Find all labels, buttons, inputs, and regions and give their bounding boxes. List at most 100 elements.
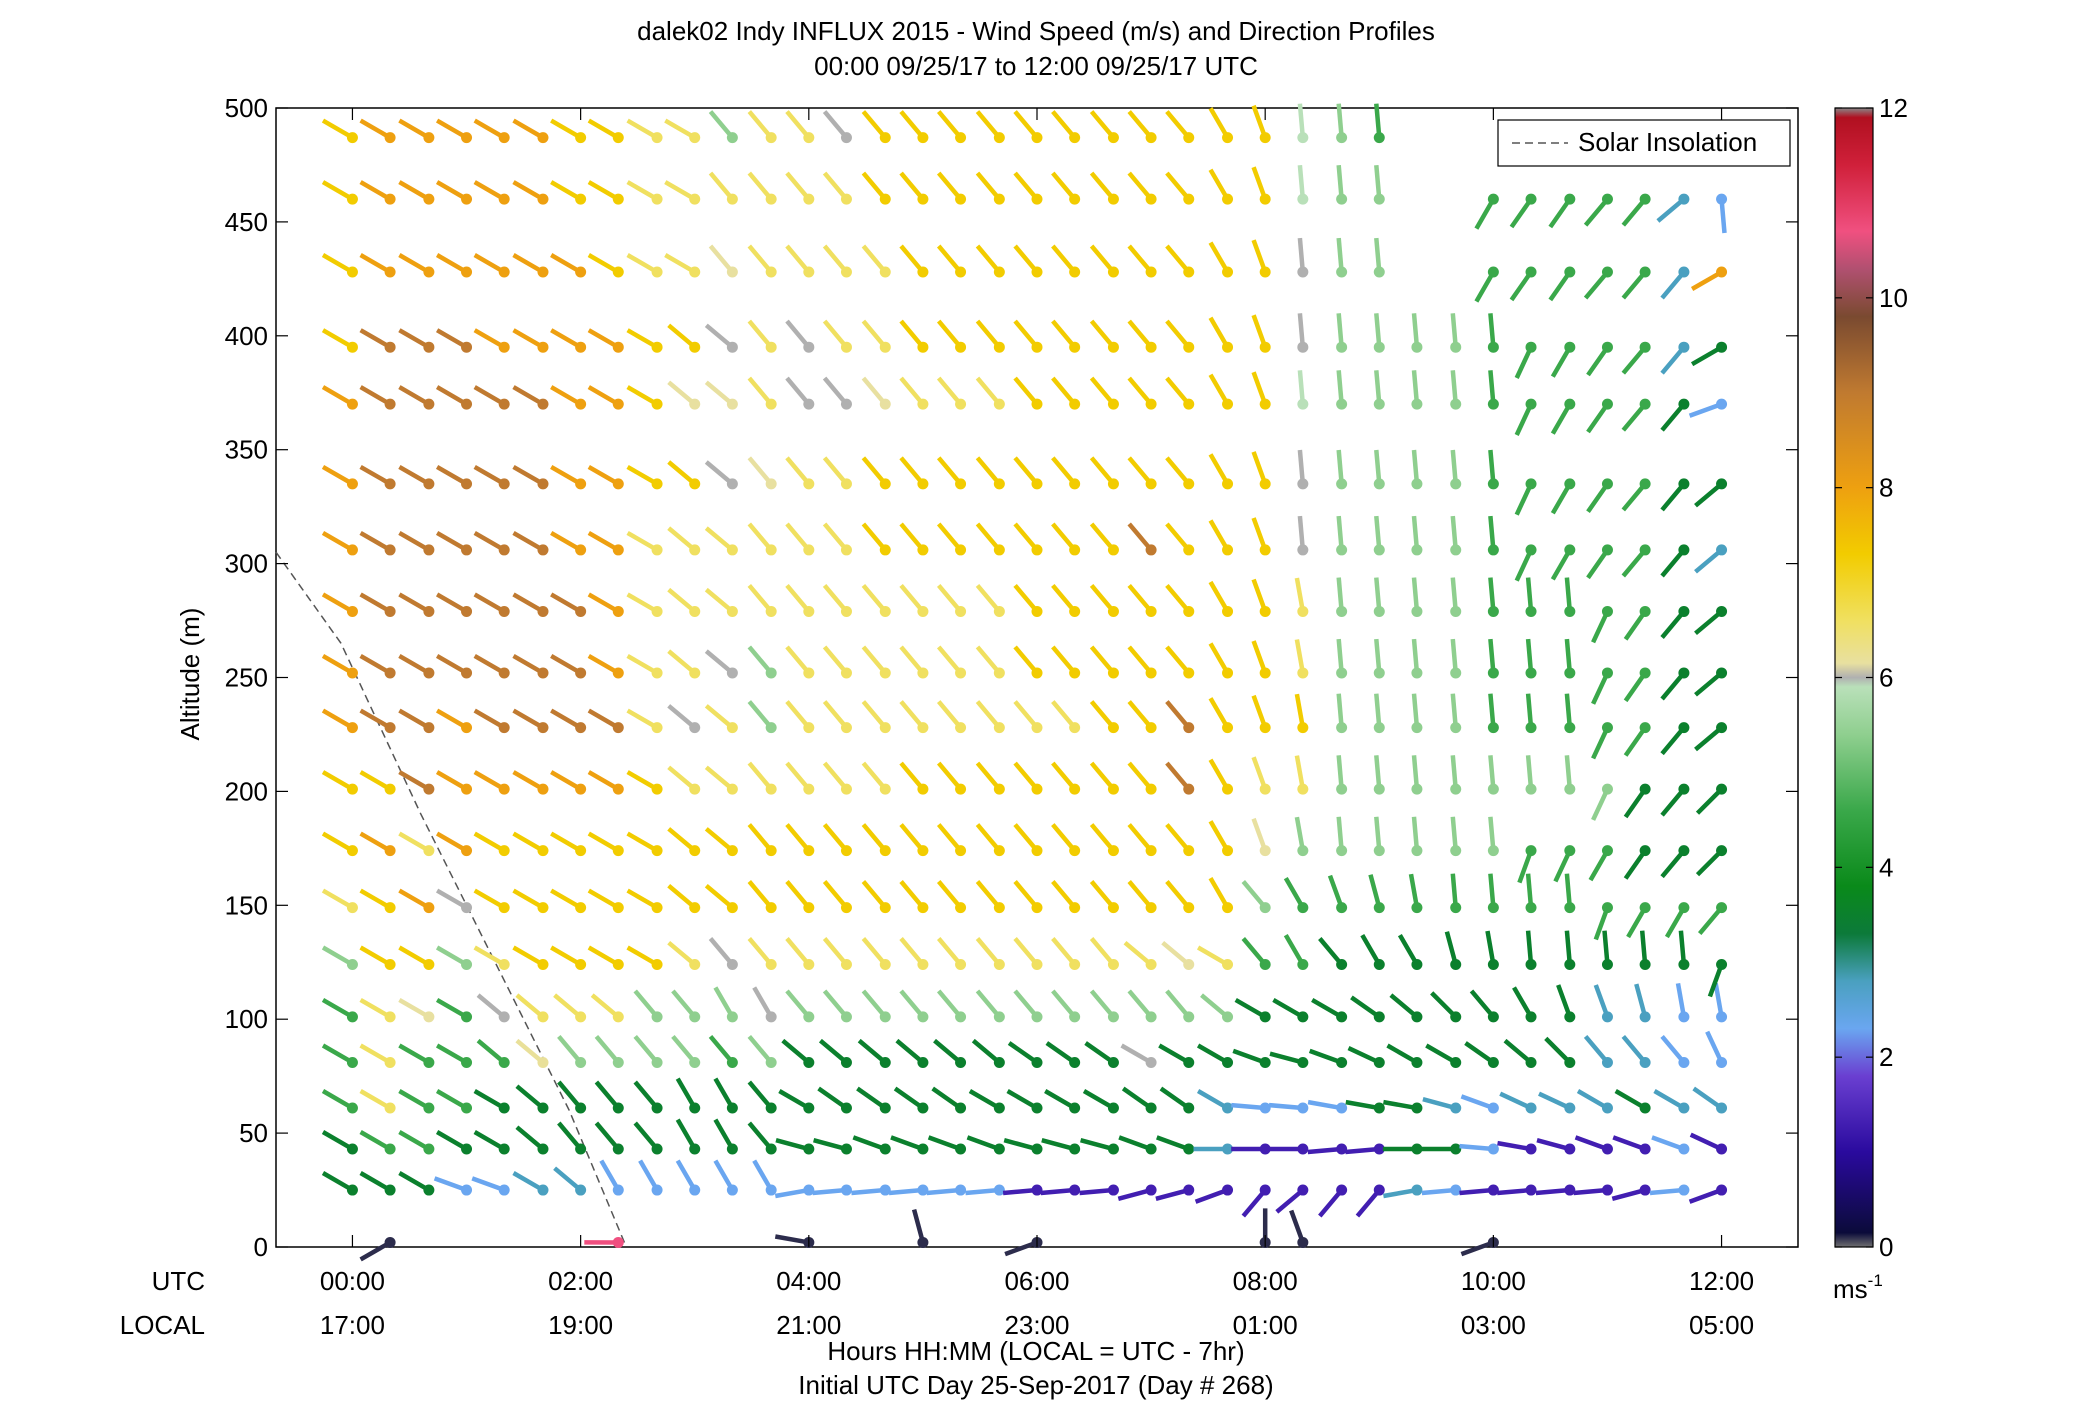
wind-barb-shaft bbox=[594, 1034, 621, 1064]
wind-barb-dot bbox=[1259, 1143, 1271, 1155]
wind-barb-dot bbox=[346, 845, 358, 857]
wind-barb-shaft bbox=[1694, 548, 1724, 574]
wind-barb-dot bbox=[1336, 1011, 1348, 1023]
wind-barb-dot bbox=[461, 1056, 473, 1068]
wind-barb-shaft bbox=[398, 385, 431, 407]
wind-barb bbox=[1487, 693, 1499, 734]
wind-barb bbox=[1550, 398, 1576, 435]
wind-barb bbox=[1411, 755, 1423, 795]
wind-barb-dot bbox=[917, 845, 929, 857]
wind-barb bbox=[1251, 166, 1271, 205]
wind-barb bbox=[1251, 756, 1271, 795]
wind-barb bbox=[1649, 1184, 1690, 1196]
wind-barb-dot bbox=[537, 266, 549, 278]
colorbar-tick-label: 2 bbox=[1879, 1042, 1893, 1072]
wind-barb-shaft bbox=[1564, 577, 1573, 612]
wind-barb-shaft bbox=[321, 592, 354, 614]
wind-barb bbox=[1411, 449, 1423, 490]
wind-barb bbox=[1200, 993, 1234, 1023]
wind-barb bbox=[785, 522, 815, 556]
wind-barb-dot bbox=[651, 266, 663, 278]
wind-barb-dot bbox=[612, 783, 624, 795]
wind-barb-dot bbox=[689, 544, 701, 556]
wind-barb bbox=[1497, 1140, 1537, 1155]
wind-barb-dot bbox=[537, 398, 549, 410]
wind-barb-dot bbox=[612, 266, 624, 278]
wind-barb-shaft bbox=[975, 989, 1002, 1019]
wind-barb-shaft bbox=[1013, 700, 1039, 730]
wind-barb-dot bbox=[1564, 783, 1576, 795]
wind-barb-shaft bbox=[1664, 906, 1686, 939]
wind-barb-shaft bbox=[321, 708, 354, 730]
wind-barb bbox=[1422, 1097, 1462, 1114]
wind-barb-dot bbox=[384, 783, 396, 795]
wind-barb-shaft bbox=[590, 993, 620, 1019]
wind-barb-dot bbox=[917, 544, 929, 556]
wind-barb-shaft bbox=[1208, 373, 1230, 406]
wind-barb bbox=[1411, 515, 1423, 556]
wind-barb-shaft bbox=[822, 937, 849, 966]
wind-barb-shaft bbox=[1080, 1138, 1115, 1152]
wind-barb-dot bbox=[498, 1102, 510, 1114]
wind-barb-shaft bbox=[1450, 816, 1458, 851]
wind-barb bbox=[1272, 997, 1309, 1023]
wind-barb bbox=[515, 1038, 549, 1068]
wind-barb-dot bbox=[917, 478, 929, 490]
wind-barb bbox=[1695, 845, 1728, 877]
wind-barb-dot bbox=[612, 478, 624, 490]
wind-barb bbox=[1411, 638, 1423, 679]
wind-barb bbox=[1411, 693, 1423, 734]
y-tick-label: 350 bbox=[225, 435, 268, 465]
wind-barb-shaft bbox=[747, 376, 773, 406]
wind-barb-shaft bbox=[359, 831, 392, 853]
wind-barb-shaft bbox=[968, 1089, 1001, 1110]
wind-barb bbox=[473, 530, 510, 556]
wind-barb-dot bbox=[955, 902, 967, 914]
x-tick-label-utc: 06:00 bbox=[1004, 1266, 1069, 1296]
wind-barb-shaft bbox=[1127, 110, 1153, 140]
wind-barb bbox=[822, 700, 852, 734]
wind-barb-shaft bbox=[667, 883, 697, 910]
wind-barb bbox=[822, 989, 852, 1023]
wind-barb-dot bbox=[1222, 544, 1234, 556]
wind-barb bbox=[594, 1034, 624, 1068]
wind-barb-dot bbox=[423, 266, 435, 278]
wind-barb bbox=[321, 328, 358, 353]
wind-barb bbox=[590, 993, 624, 1023]
wind-barb-dot bbox=[1564, 1102, 1576, 1114]
wind-barb-dot bbox=[1107, 341, 1119, 353]
wind-barb-dot bbox=[917, 193, 929, 205]
wind-barb-dot bbox=[1183, 398, 1195, 410]
wind-barb-shaft bbox=[633, 1034, 659, 1064]
wind-barb-dot bbox=[423, 1056, 435, 1068]
wind-barb-shaft bbox=[1695, 849, 1724, 877]
wind-barb bbox=[626, 180, 663, 205]
wind-barb bbox=[747, 244, 777, 278]
wind-barb bbox=[587, 530, 624, 556]
wind-barb-dot bbox=[955, 193, 967, 205]
wind-barb-shaft bbox=[1626, 906, 1648, 939]
wind-barb-shaft bbox=[1488, 515, 1496, 551]
wind-barb-dot bbox=[575, 544, 587, 556]
wind-barb-dot bbox=[1145, 132, 1157, 144]
wind-barb-dot bbox=[423, 1102, 435, 1114]
wind-barb-shaft bbox=[785, 761, 811, 791]
wind-barb bbox=[1318, 1184, 1348, 1218]
wind-barb bbox=[512, 385, 549, 410]
wind-barb-dot bbox=[537, 783, 549, 795]
wind-barb bbox=[888, 1184, 929, 1196]
wind-barb-dot bbox=[1601, 605, 1613, 617]
wind-barb-dot bbox=[1373, 1011, 1385, 1023]
wind-barb-dot bbox=[1525, 1102, 1537, 1114]
wind-barb-shaft bbox=[708, 110, 735, 140]
wind-barb-dot bbox=[1297, 398, 1309, 410]
y-tick-label: 100 bbox=[225, 1004, 268, 1034]
wind-barb-shaft bbox=[359, 1130, 392, 1151]
wind-barb-dot bbox=[1678, 1102, 1690, 1114]
wind-barb bbox=[359, 592, 396, 617]
wind-barb-dot bbox=[1145, 266, 1157, 278]
wind-barb bbox=[321, 464, 358, 490]
wind-barb bbox=[1241, 880, 1271, 914]
wind-barb-dot bbox=[1564, 544, 1576, 556]
